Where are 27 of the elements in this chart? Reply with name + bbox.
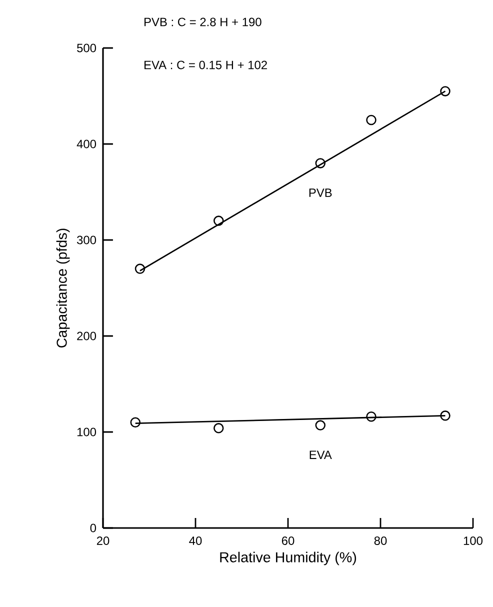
text: PVB : C = 2.8 H + 190 <box>144 18 262 26</box>
y-tick-label: 100 <box>77 428 96 436</box>
point <box>213 423 224 434</box>
point <box>366 114 376 126</box>
point <box>315 158 326 168</box>
x-tick-label: 80 <box>374 536 387 545</box>
annotation: EVA : C = 0.15 H + 102 <box>144 60 267 70</box>
y-tick-label: 400 <box>76 140 96 148</box>
y-tick-label: 200 <box>77 332 96 340</box>
point <box>315 420 326 430</box>
y-tick-label: 300 <box>77 236 96 244</box>
x-tick-label: 20 <box>96 536 110 545</box>
point <box>213 216 224 226</box>
x-tick-label: 40 <box>189 536 202 545</box>
x-axis-title: Relative Humidity (%) <box>220 552 356 566</box>
y-tick-label: 0 <box>90 524 96 532</box>
x-tick-label: 60 <box>282 536 294 545</box>
y-tick-label: 500 <box>77 44 96 52</box>
x-tick-label: 100 <box>464 536 483 545</box>
point <box>366 412 376 422</box>
point <box>134 264 146 274</box>
y-axis-title: Capacitance (pfds) <box>56 228 70 348</box>
point <box>440 86 450 96</box>
series-label: PVB <box>309 188 332 197</box>
point <box>440 410 450 421</box>
point <box>130 417 141 428</box>
series-label: EVA <box>310 450 332 459</box>
